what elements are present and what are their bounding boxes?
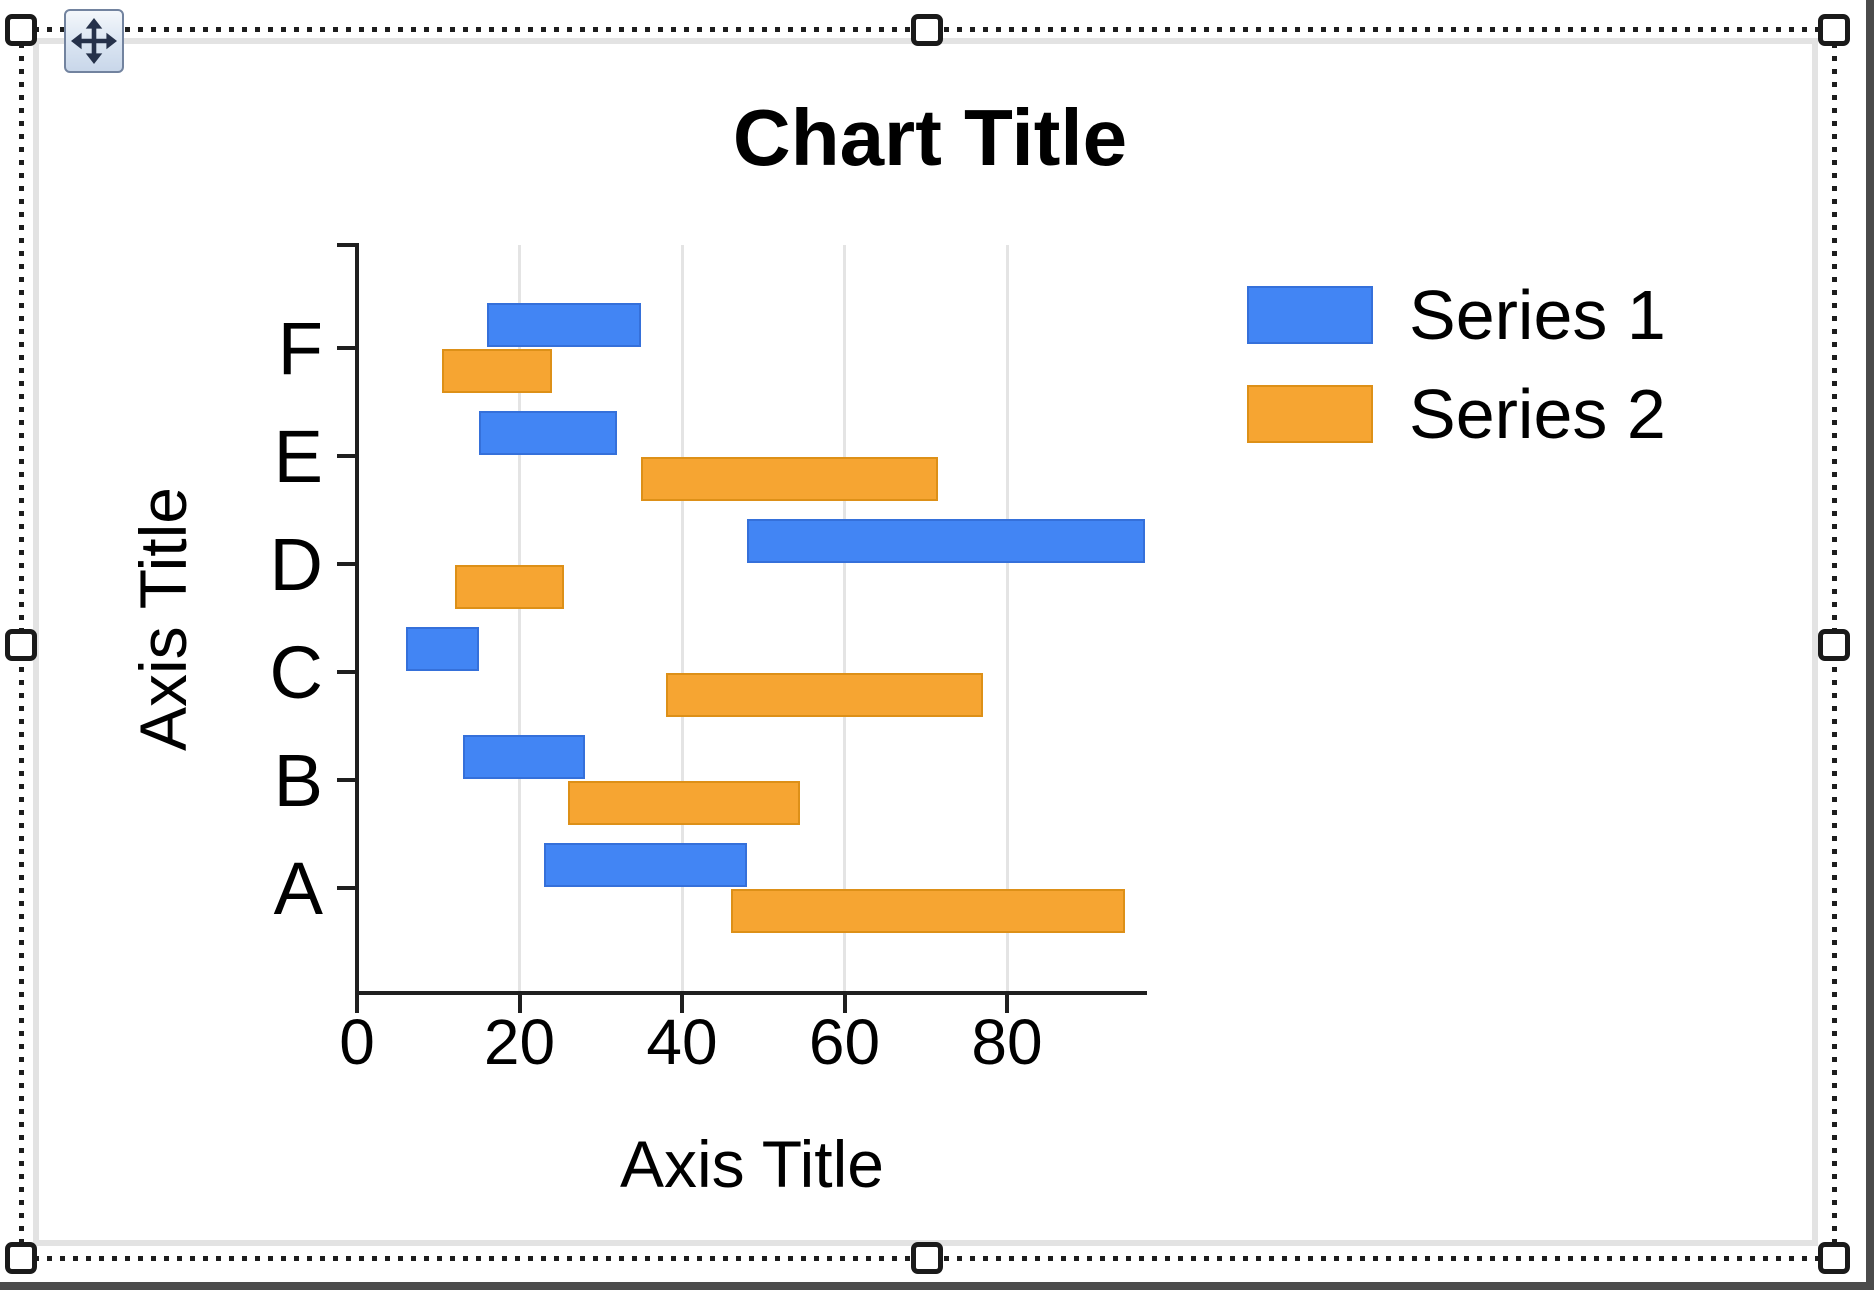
gridline-x-20 [518, 245, 521, 993]
y-tick-E [337, 454, 357, 458]
x-tick-0 [355, 993, 359, 1013]
selection-handle-bottom-right[interactable] [1818, 1242, 1850, 1274]
category-label-B: B [273, 738, 323, 822]
y-tick-A [337, 886, 357, 890]
legend[interactable]: Series 1 Series 2 [1247, 280, 1666, 478]
legend-entry-series1[interactable]: Series 1 [1247, 280, 1666, 350]
bar-series2-D[interactable] [454, 565, 565, 609]
selection-handle-bottom-center[interactable] [911, 1242, 943, 1274]
gridline-x-80 [1005, 245, 1009, 993]
bar-series1-D[interactable] [747, 519, 1146, 563]
bar-series1-C[interactable] [405, 627, 479, 671]
screen-edge-right [1866, 0, 1874, 1290]
y-axis-top-cap [337, 243, 357, 247]
selection-handle-middle-right[interactable] [1818, 629, 1850, 661]
bar-series2-F[interactable] [442, 349, 552, 393]
bar-series1-E[interactable] [478, 411, 617, 455]
x-tick-label-60: 60 [808, 1006, 881, 1078]
category-label-F: F [277, 306, 323, 390]
gridline-x-60 [843, 245, 846, 993]
bar-series2-C[interactable] [665, 673, 983, 717]
bar-series1-A[interactable] [543, 843, 747, 887]
x-tick-label-40: 40 [646, 1006, 718, 1078]
bar-series1-F[interactable] [487, 303, 642, 347]
series1-swatch [1247, 286, 1373, 344]
x-tick-label-80: 80 [971, 1006, 1043, 1078]
selection-handle-top-right[interactable] [1818, 14, 1850, 46]
gridline-x-40 [680, 245, 684, 993]
y-axis-title[interactable]: Axis Title [126, 486, 200, 752]
category-label-A: A [273, 846, 323, 930]
selection-handle-middle-left[interactable] [5, 629, 37, 661]
x-tick-60 [842, 993, 847, 1013]
selection-handle-top-center[interactable] [911, 14, 943, 46]
bar-series2-E[interactable] [641, 457, 938, 501]
x-tick-20 [517, 993, 522, 1013]
y-axis-line [355, 243, 359, 995]
category-label-E: E [273, 414, 323, 498]
x-tick-80 [1005, 993, 1009, 1013]
selection-handle-top-left[interactable] [5, 14, 37, 46]
x-axis-title[interactable]: Axis Title [619, 1127, 885, 1201]
y-tick-B [337, 778, 357, 782]
move-icon [71, 18, 117, 64]
x-tick-label-20: 20 [483, 1006, 556, 1078]
x-tick-label-0: 0 [339, 1006, 375, 1078]
bar-series2-A[interactable] [730, 889, 1125, 933]
chart-title[interactable]: Chart Title [732, 93, 1128, 182]
screen-edge-bottom [0, 1282, 1874, 1290]
series1-label: Series 1 [1409, 276, 1666, 354]
bar-series1-B[interactable] [462, 735, 585, 779]
category-label-C: C [269, 630, 323, 714]
category-label-D: D [269, 522, 323, 606]
series2-label: Series 2 [1409, 375, 1666, 453]
legend-entry-series2[interactable]: Series 2 [1247, 379, 1666, 449]
series2-swatch [1247, 385, 1373, 443]
x-axis-line [355, 991, 1147, 995]
selection-handle-bottom-left[interactable] [5, 1242, 37, 1274]
y-tick-F [337, 346, 357, 350]
bar-series2-B[interactable] [568, 781, 800, 825]
move-handle[interactable] [64, 9, 124, 73]
y-tick-C [337, 670, 357, 674]
y-tick-D [337, 562, 357, 566]
x-tick-40 [680, 993, 684, 1013]
